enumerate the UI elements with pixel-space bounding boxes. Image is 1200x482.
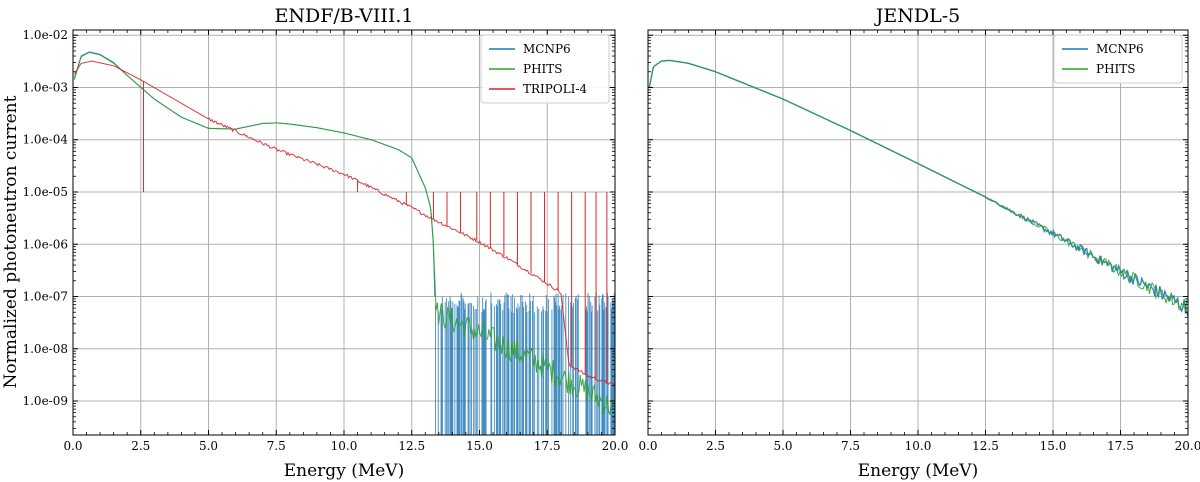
x-tick-label: 7.5 bbox=[267, 439, 286, 453]
x-tick-label: 10.0 bbox=[905, 439, 932, 453]
series-line-phits bbox=[648, 59, 1189, 314]
x-tick-label: 12.5 bbox=[972, 439, 999, 453]
x-tick-label: 7.5 bbox=[841, 439, 860, 453]
panel-jendl: JENDL-5 Energy (MeV) 0.0 2.5 5.0 7.5 10.0 12.… bbox=[638, 5, 1200, 481]
x-axis-label-endf: Energy (MeV) bbox=[284, 461, 404, 481]
y-tick-label: 1.0e-02 bbox=[22, 28, 68, 42]
series-line-mcnp6 bbox=[73, 51, 436, 297]
legend-label-phits: PHITS bbox=[523, 62, 563, 76]
y-tick-label: 1.0e-07 bbox=[22, 290, 68, 304]
series-jendl bbox=[648, 59, 1189, 317]
y-axis-label: Normalized photoneutron current bbox=[1, 95, 21, 388]
legend-label-phits: PHITS bbox=[1096, 62, 1136, 76]
y-tick-label: 1.0e-05 bbox=[22, 185, 68, 199]
plot-frame-endf bbox=[72, 29, 616, 436]
legend-box bbox=[480, 34, 610, 104]
x-tick-label: 17.5 bbox=[1107, 439, 1134, 453]
legend-jendl: MCNP6 PHITS bbox=[1053, 34, 1183, 84]
x-tick-label: 0.0 bbox=[63, 439, 82, 453]
x-tick-label: 15.0 bbox=[1040, 439, 1067, 453]
x-tick-label: 0.0 bbox=[638, 439, 657, 453]
plot-frame-jendl bbox=[647, 29, 1189, 436]
chart-title-jendl: JENDL-5 bbox=[874, 5, 960, 27]
x-tick-label: 10.0 bbox=[331, 439, 358, 453]
y-tick-label: 1.0e-03 bbox=[22, 80, 68, 94]
panel-endf: ENDF/B-VIII.1 Energy (MeV) 0.0 2.5 5.0 7.5 1… bbox=[22, 5, 628, 481]
x-tick-label: 15.0 bbox=[466, 439, 493, 453]
legend-endf: MCNP6 PHITS TRIPOLI-4 bbox=[480, 34, 610, 104]
series-line-mcnp6 bbox=[648, 59, 1189, 317]
y-tick-label: 1.0e-08 bbox=[22, 342, 68, 356]
series-line-tripoli-4 bbox=[73, 60, 616, 387]
legend-box bbox=[1053, 34, 1183, 84]
x-tick-label: 5.0 bbox=[773, 439, 792, 453]
ticks-jendl: 0.0 2.5 5.0 7.5 10.0 12.5 15.0 17.5 20.0 bbox=[638, 30, 1200, 453]
y-tick-label: 1.0e-09 bbox=[22, 394, 68, 408]
chart-title-endf: ENDF/B-VIII.1 bbox=[274, 5, 413, 27]
x-tick-label: 5.0 bbox=[199, 439, 218, 453]
grid-jendl bbox=[648, 30, 1188, 435]
y-tick-label: 1.0e-04 bbox=[22, 133, 68, 147]
x-tick-label: 2.5 bbox=[131, 439, 150, 453]
series-endf bbox=[73, 51, 616, 435]
legend-label-mcnp6: MCNP6 bbox=[1096, 42, 1144, 56]
mcnp6-noise-bars bbox=[434, 292, 615, 435]
y-tick-label: 1.0e-06 bbox=[22, 237, 68, 251]
series-line-phits bbox=[73, 51, 616, 416]
x-tick-label: 17.5 bbox=[534, 439, 561, 453]
legend-label-tripoli-4: TRIPOLI-4 bbox=[523, 82, 587, 96]
legend-label-mcnp6: MCNP6 bbox=[523, 42, 571, 56]
x-tick-label: 2.5 bbox=[706, 439, 725, 453]
x-tick-label: 12.5 bbox=[398, 439, 425, 453]
x-tick-label: 20.0 bbox=[1175, 439, 1200, 453]
x-axis-label-jendl: Energy (MeV) bbox=[858, 461, 978, 481]
x-tick-label: 20.0 bbox=[602, 439, 629, 453]
grid-endf bbox=[73, 30, 615, 435]
